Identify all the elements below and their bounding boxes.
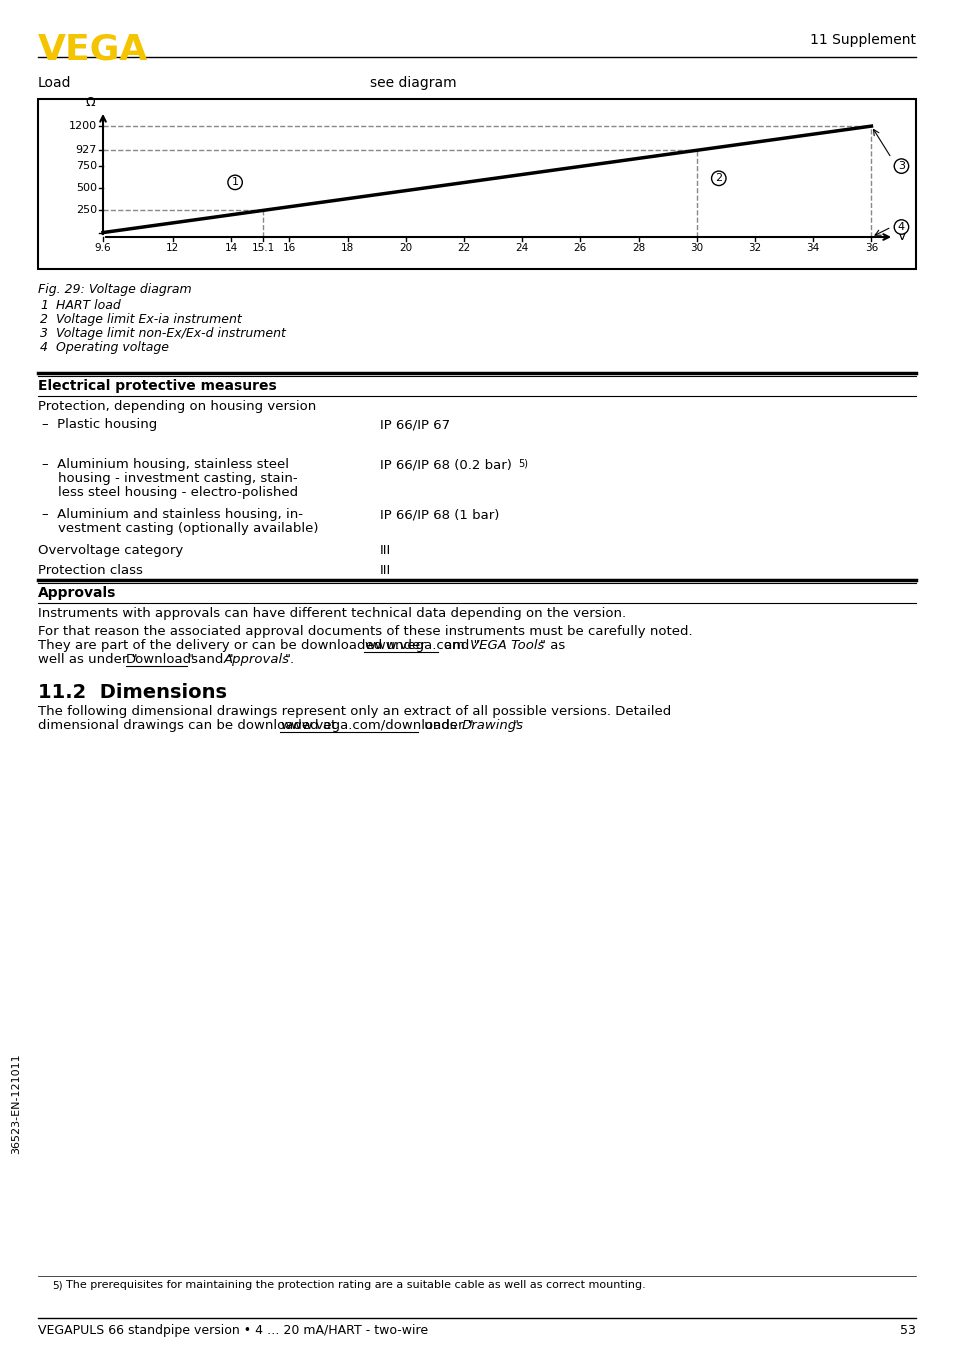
- Text: Operating voltage: Operating voltage: [56, 341, 169, 353]
- Text: Instruments with approvals can have different technical data depending on the ve: Instruments with approvals can have diff…: [38, 607, 625, 620]
- Text: 14: 14: [224, 242, 237, 253]
- Text: 1200: 1200: [69, 121, 97, 131]
- Text: 32: 32: [747, 242, 760, 253]
- Text: Electrical protective measures: Electrical protective measures: [38, 379, 276, 393]
- Text: housing - investment casting, stain-: housing - investment casting, stain-: [58, 473, 297, 485]
- Text: well as under ": well as under ": [38, 653, 137, 666]
- Text: 26: 26: [573, 242, 586, 253]
- Text: IP 66/IP 67: IP 66/IP 67: [379, 418, 450, 431]
- Text: " and ": " and ": [188, 653, 233, 666]
- Text: 30: 30: [690, 242, 702, 253]
- Text: The prerequisites for maintaining the protection rating are a suitable cable as : The prerequisites for maintaining the pr…: [66, 1280, 645, 1290]
- Text: III: III: [379, 544, 391, 556]
- Text: and ": and ": [439, 639, 479, 653]
- Text: www.vega.com: www.vega.com: [364, 639, 464, 653]
- Text: 20: 20: [398, 242, 412, 253]
- Text: VEGA: VEGA: [38, 32, 149, 66]
- Text: 500: 500: [76, 183, 97, 194]
- Text: –  Aluminium and stainless housing, in-: – Aluminium and stainless housing, in-: [42, 508, 303, 521]
- Text: 9.6: 9.6: [94, 242, 112, 253]
- Text: Protection class: Protection class: [38, 565, 143, 577]
- Text: 250: 250: [76, 206, 97, 215]
- Text: www.vega.com/downloads: www.vega.com/downloads: [280, 719, 456, 733]
- Text: less steel housing - electro-polished: less steel housing - electro-polished: [58, 486, 297, 500]
- Text: 36: 36: [864, 242, 877, 253]
- Text: III: III: [379, 565, 391, 577]
- Text: dimensional drawings can be downloaded at: dimensional drawings can be downloaded a…: [38, 719, 340, 733]
- Text: The following dimensional drawings represent only an extract of all possible ver: The following dimensional drawings repre…: [38, 705, 671, 718]
- Text: 5): 5): [517, 458, 527, 468]
- Text: 5): 5): [52, 1280, 63, 1290]
- Text: IP 66/IP 68 (0.2 bar): IP 66/IP 68 (0.2 bar): [379, 458, 512, 471]
- Text: They are part of the delivery or can be downloaded under: They are part of the delivery or can be …: [38, 639, 430, 653]
- Text: Downloads: Downloads: [126, 653, 199, 666]
- Text: 11 Supplement: 11 Supplement: [809, 32, 915, 47]
- Text: –  Plastic housing: – Plastic housing: [42, 418, 157, 431]
- Bar: [38, 99, 915, 269]
- Text: VEGAPULS 66 standpipe version • 4 … 20 mA/HART - two-wire: VEGAPULS 66 standpipe version • 4 … 20 m…: [38, 1324, 428, 1336]
- Text: Ω: Ω: [85, 96, 95, 110]
- Text: V: V: [897, 230, 905, 244]
- Text: 1: 1: [40, 299, 48, 311]
- Text: 927: 927: [75, 145, 97, 156]
- Text: under ": under ": [419, 719, 474, 733]
- Text: 750: 750: [76, 161, 97, 171]
- Text: " as: " as: [539, 639, 565, 653]
- Text: IP 66/IP 68 (1 bar): IP 66/IP 68 (1 bar): [379, 508, 498, 521]
- Text: HART load: HART load: [56, 299, 121, 311]
- Text: 4: 4: [40, 341, 48, 353]
- Text: 18: 18: [340, 242, 354, 253]
- Text: 24: 24: [515, 242, 528, 253]
- Text: Protection, depending on housing version: Protection, depending on housing version: [38, 399, 315, 413]
- Text: 3: 3: [40, 328, 48, 340]
- Text: 3: 3: [897, 161, 904, 171]
- Text: 1: 1: [232, 177, 238, 187]
- Text: ".: ".: [513, 719, 522, 733]
- Text: ".: ".: [285, 653, 294, 666]
- Text: 53: 53: [900, 1324, 915, 1336]
- Text: 15.1: 15.1: [252, 242, 274, 253]
- Text: VEGA Tools: VEGA Tools: [470, 639, 544, 653]
- Text: 12: 12: [166, 242, 179, 253]
- Text: 36523-EN-121011: 36523-EN-121011: [11, 1053, 21, 1155]
- Text: 22: 22: [456, 242, 470, 253]
- Text: Voltage limit Ex-ia instrument: Voltage limit Ex-ia instrument: [56, 313, 241, 326]
- Text: For that reason the associated approval documents of these instruments must be c: For that reason the associated approval …: [38, 626, 692, 638]
- Text: 34: 34: [805, 242, 819, 253]
- Text: Approvals: Approvals: [224, 653, 290, 666]
- Text: 4: 4: [897, 222, 904, 232]
- Text: Approvals: Approvals: [38, 586, 116, 600]
- Text: Drawings: Drawings: [461, 719, 523, 733]
- Text: Load: Load: [38, 76, 71, 89]
- Text: Fig. 29: Voltage diagram: Fig. 29: Voltage diagram: [38, 283, 192, 297]
- Text: –  Aluminium housing, stainless steel: – Aluminium housing, stainless steel: [42, 458, 289, 471]
- Text: see diagram: see diagram: [370, 76, 456, 89]
- Text: 2: 2: [715, 173, 721, 183]
- Text: 11.2  Dimensions: 11.2 Dimensions: [38, 682, 227, 701]
- Text: 28: 28: [631, 242, 644, 253]
- Text: Overvoltage category: Overvoltage category: [38, 544, 183, 556]
- Text: 2: 2: [40, 313, 48, 326]
- Text: vestment casting (optionally available): vestment casting (optionally available): [58, 523, 318, 535]
- Text: 16: 16: [282, 242, 295, 253]
- Text: Voltage limit non-Ex/Ex-d instrument: Voltage limit non-Ex/Ex-d instrument: [56, 328, 286, 340]
